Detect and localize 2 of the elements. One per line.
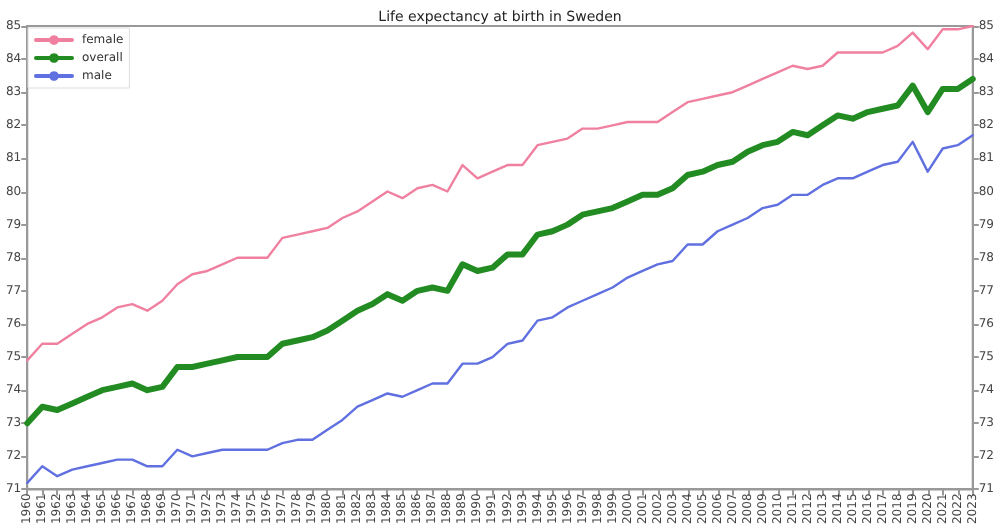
line-series [26,134,974,485]
line-series [26,24,974,362]
